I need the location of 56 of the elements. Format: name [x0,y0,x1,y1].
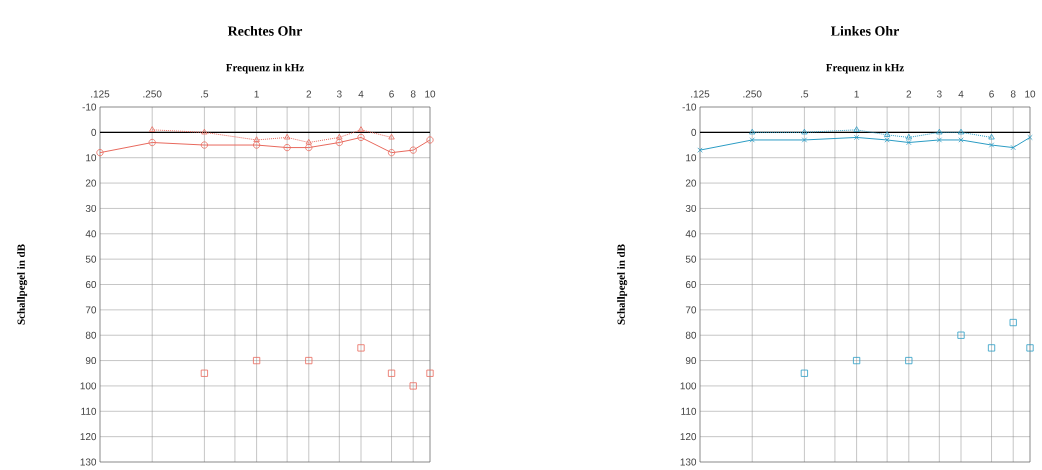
x-tick-label: .125 [91,90,110,98]
y-tick-label: 20 [685,179,697,187]
x-axis-title: Frequenz in kHz [826,63,904,74]
y-tick-label: 110 [681,407,697,415]
y-tick-label: 0 [691,128,697,136]
y-tick-label: 110 [81,407,97,415]
x-tick-label: 3 [336,90,342,98]
x-tick-label: 10 [425,90,436,98]
y-tick-label: 60 [685,280,697,289]
x-tick-label: 8 [410,90,416,98]
y-tick-label: 90 [85,357,97,365]
y-axis-title: Schallpegel in dB [17,244,28,325]
x-tick-label: .5 [201,90,209,98]
x-tick-label: 1 [854,90,859,98]
y-tick-label: 40 [85,230,97,238]
x-tick-label: 3 [936,90,942,98]
y-tick-label: 30 [85,204,97,212]
x-tick-label: 8 [1010,90,1016,98]
y-tick-label: 20 [85,179,97,187]
y-tick-label: 130 [680,458,697,466]
x-tick-label: .5 [801,90,809,98]
x-tick-label: 4 [958,90,964,98]
x-tick-label: 2 [906,90,912,98]
x-tick-label: 2 [306,90,312,98]
y-tick-label: 50 [85,255,97,263]
y-tick-label: 100 [680,382,697,390]
x-tick-label: 10 [1025,90,1036,98]
y-tick-label: 130 [80,458,97,466]
y-tick-label: 100 [80,382,97,390]
x-tick-label: 4 [358,90,364,98]
y-tick-label: 120 [680,433,697,441]
y-tick-label: 70 [685,306,697,314]
y-tick-label: 80 [685,331,697,339]
x-tick-label: .125 [691,90,710,98]
y-tick-label: -10 [82,103,97,111]
y-tick-label: 80 [85,331,97,339]
y-tick-label: -10 [682,103,697,111]
y-tick-label: 50 [685,255,697,263]
y-tick-label: 120 [80,433,97,441]
x-tick-label: 1 [254,90,259,98]
x-tick-label: 6 [389,90,394,98]
x-tick-label: 6 [989,90,994,98]
chart-title: Linkes Ohr [830,25,899,36]
y-tick-label: 0 [91,128,97,136]
y-tick-label: 70 [85,306,97,314]
x-axis-title: Frequenz in kHz [226,63,304,74]
y-tick-label: 60 [85,280,97,289]
x-tick-label: .250 [743,90,762,98]
y-tick-label: 40 [685,230,697,238]
x-tick-label: .250 [143,90,162,98]
y-axis-title: Schallpegel in dB [617,244,628,325]
y-tick-label: 10 [686,154,697,162]
chart-title: Rechtes Ohr [227,25,303,36]
y-tick-label: 90 [685,357,697,365]
y-tick-label: 30 [685,204,697,212]
y-tick-label: 10 [86,154,97,162]
